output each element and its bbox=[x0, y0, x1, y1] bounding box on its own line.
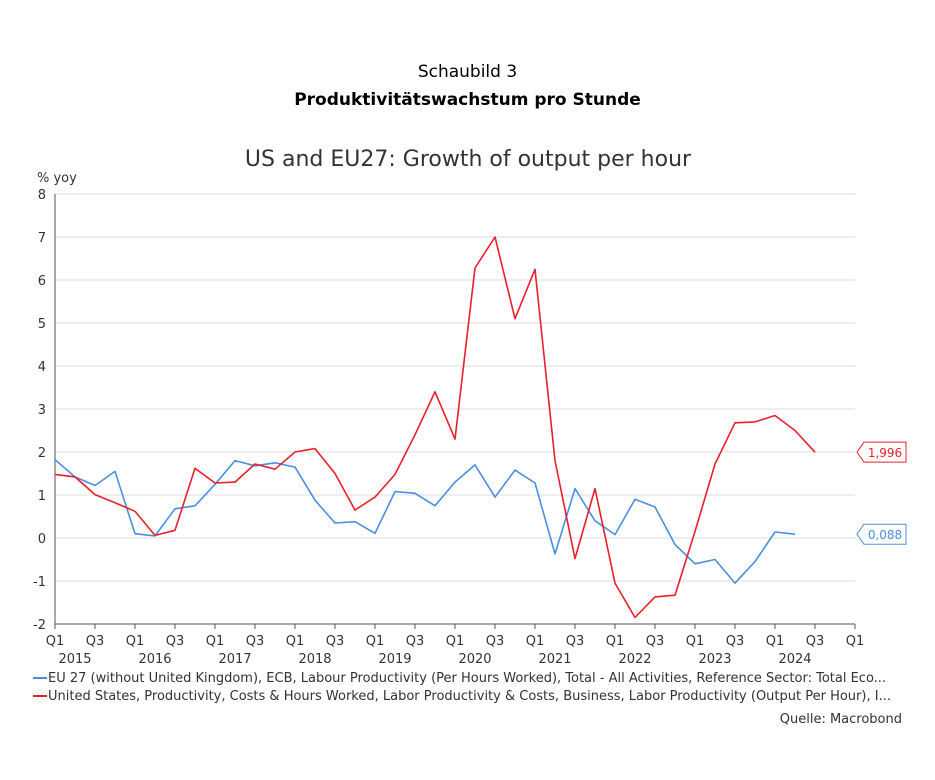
y-tick-label: 1 bbox=[38, 489, 46, 504]
x-tick-label: Q1 bbox=[126, 634, 145, 649]
y-tick-label: 8 bbox=[38, 188, 46, 203]
x-year-label: 2018 bbox=[298, 652, 331, 667]
y-tick-label: -1 bbox=[33, 575, 46, 590]
x-tick-label: Q3 bbox=[166, 634, 185, 649]
x-tick-label: Q1 bbox=[846, 634, 865, 649]
end-value-label: 1,996 bbox=[868, 446, 902, 460]
x-year-label: 2020 bbox=[458, 652, 491, 667]
end-value-label: 0,088 bbox=[868, 528, 902, 542]
figure-title: Produktivitätswachstum pro Stunde bbox=[294, 90, 641, 110]
end-value-flag bbox=[856, 441, 907, 463]
x-tick-label: Q1 bbox=[366, 634, 385, 649]
y-tick-label: -2 bbox=[33, 618, 46, 633]
x-tick-label: Q3 bbox=[806, 634, 825, 649]
x-year-label: 2016 bbox=[138, 652, 171, 667]
y-tick-label: 5 bbox=[38, 317, 46, 332]
x-tick-label: Q3 bbox=[726, 634, 745, 649]
y-tick-label: 6 bbox=[38, 274, 46, 289]
x-tick-label: Q1 bbox=[766, 634, 785, 649]
legend-label: EU 27 (without United Kingdom), ECB, Lab… bbox=[48, 671, 886, 686]
y-tick-label: 3 bbox=[38, 403, 46, 418]
x-tick-label: Q3 bbox=[486, 634, 505, 649]
x-tick-label: Q3 bbox=[246, 634, 265, 649]
y-tick-label: 2 bbox=[38, 446, 46, 461]
x-year-label: 2023 bbox=[698, 652, 731, 667]
x-tick-label: Q3 bbox=[406, 634, 425, 649]
source-note: Quelle: Macrobond bbox=[779, 712, 902, 727]
chart-title: US and EU27: Growth of output per hour bbox=[245, 147, 692, 172]
x-year-label: 2021 bbox=[538, 652, 571, 667]
x-year-label: 2022 bbox=[618, 652, 651, 667]
x-tick-label: Q1 bbox=[46, 634, 65, 649]
x-tick-label: Q3 bbox=[566, 634, 585, 649]
x-tick-label: Q1 bbox=[446, 634, 465, 649]
y-axis-label: % yoy bbox=[37, 171, 77, 186]
y-tick-label: 0 bbox=[38, 532, 46, 547]
x-year-label: 2024 bbox=[778, 652, 811, 667]
y-tick-label: 4 bbox=[38, 360, 46, 375]
y-tick-label: 7 bbox=[38, 231, 46, 246]
end-value-flag bbox=[856, 523, 907, 545]
x-tick-label: Q1 bbox=[606, 634, 625, 649]
x-tick-label: Q1 bbox=[206, 634, 225, 649]
x-year-label: 2017 bbox=[218, 652, 251, 667]
x-tick-label: Q3 bbox=[326, 634, 345, 649]
x-year-label: 2015 bbox=[58, 652, 91, 667]
x-tick-label: Q3 bbox=[86, 634, 105, 649]
x-tick-label: Q1 bbox=[286, 634, 305, 649]
x-tick-label: Q3 bbox=[646, 634, 665, 649]
series-line-us bbox=[54, 236, 816, 619]
x-tick-label: Q1 bbox=[526, 634, 545, 649]
legend-label: United States, Productivity, Costs & Hou… bbox=[48, 689, 891, 704]
x-tick-label: Q1 bbox=[686, 634, 705, 649]
series-line-eu27 bbox=[54, 459, 796, 584]
figure-number: Schaubild 3 bbox=[417, 62, 518, 82]
x-year-label: 2019 bbox=[378, 652, 411, 667]
